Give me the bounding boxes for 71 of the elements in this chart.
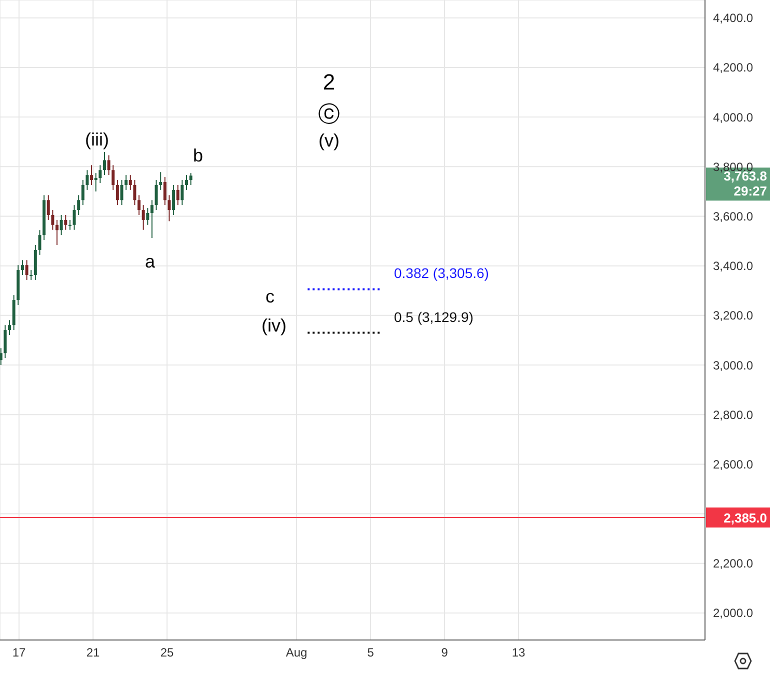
candlestick (180, 180, 184, 206)
candlestick (20, 260, 24, 276)
y-tick-label: 4,000.0 (713, 110, 754, 124)
candlestick (98, 164, 102, 184)
annotation: c (266, 286, 274, 306)
y-tick-label: 3,600.0 (713, 209, 754, 224)
ref-line-label: 2,385.0 (724, 510, 767, 526)
candlestick (120, 180, 124, 206)
y-tick-label: 2,200.0 (713, 556, 754, 571)
candlestick (8, 320, 12, 336)
candlestick (94, 172, 98, 192)
y-tick-label: 3,000.0 (713, 358, 754, 372)
candlestick (77, 194, 80, 216)
candlestick (102, 152, 106, 176)
candlestick (86, 170, 89, 190)
candlestick (189, 172, 192, 186)
candlestick (133, 180, 136, 206)
candlestick (154, 180, 158, 211)
annotation: (v) (318, 130, 340, 150)
candlestick (128, 174, 132, 190)
candlestick (159, 172, 162, 190)
annotation: 0.5 (3,129.9) (394, 308, 474, 325)
candlestick (116, 180, 119, 206)
candlestick (4, 324, 7, 359)
candlestick (163, 176, 166, 206)
text: 29:27 (734, 184, 767, 199)
y-tick-label: 2,800.0 (713, 408, 754, 422)
x-tick-label: 5 (367, 646, 374, 660)
candlestick (64, 214, 68, 230)
candlestick (90, 164, 94, 186)
annotation: (iii) (85, 129, 109, 150)
candlestick (25, 260, 28, 280)
candlestick (51, 210, 54, 230)
candlestick (30, 270, 33, 280)
candlestick (72, 204, 76, 230)
candlestick (124, 174, 128, 190)
candlestick (60, 214, 63, 236)
y-tick-label: 4,200.0 (713, 60, 754, 75)
candlestick (146, 208, 150, 226)
x-tick-label: Aug (286, 646, 308, 660)
candlestick (185, 174, 188, 190)
y-tick-label: 3,200.0 (713, 308, 754, 323)
candlestick (38, 230, 42, 256)
candlestick (150, 200, 154, 239)
x-tick-label: 21 (86, 646, 100, 660)
annotation: a (144, 251, 156, 272)
candlestick (176, 184, 180, 206)
annotation: b (192, 145, 204, 166)
candlestick (68, 219, 72, 230)
y-tick-label: 2,000.0 (713, 606, 754, 620)
candlestick (168, 194, 171, 222)
annotation: 2 (322, 70, 336, 95)
annotation: 0.382 (3,305.6) (394, 264, 489, 281)
candlestick (112, 164, 115, 190)
annotation: ⓒ (318, 102, 340, 127)
x-tick-label: 9 (441, 646, 448, 660)
annotation: (iv) (262, 315, 286, 336)
candlestick (138, 194, 141, 216)
candlestick (172, 184, 176, 216)
x-tick-label: 25 (160, 646, 174, 660)
candlestick (56, 219, 59, 246)
candlestick (107, 154, 110, 176)
candlestick (0, 348, 2, 366)
candlestick (46, 194, 50, 220)
x-tick-label: 17 (12, 646, 26, 660)
y-tick-label: 4,400.0 (713, 11, 754, 26)
y-tick-label: 3,400.0 (713, 259, 754, 274)
y-tick-label: 2,600.0 (713, 457, 754, 472)
candlestick (81, 180, 84, 206)
candlestick (142, 204, 145, 230)
x-tick-label: 13 (512, 646, 526, 660)
